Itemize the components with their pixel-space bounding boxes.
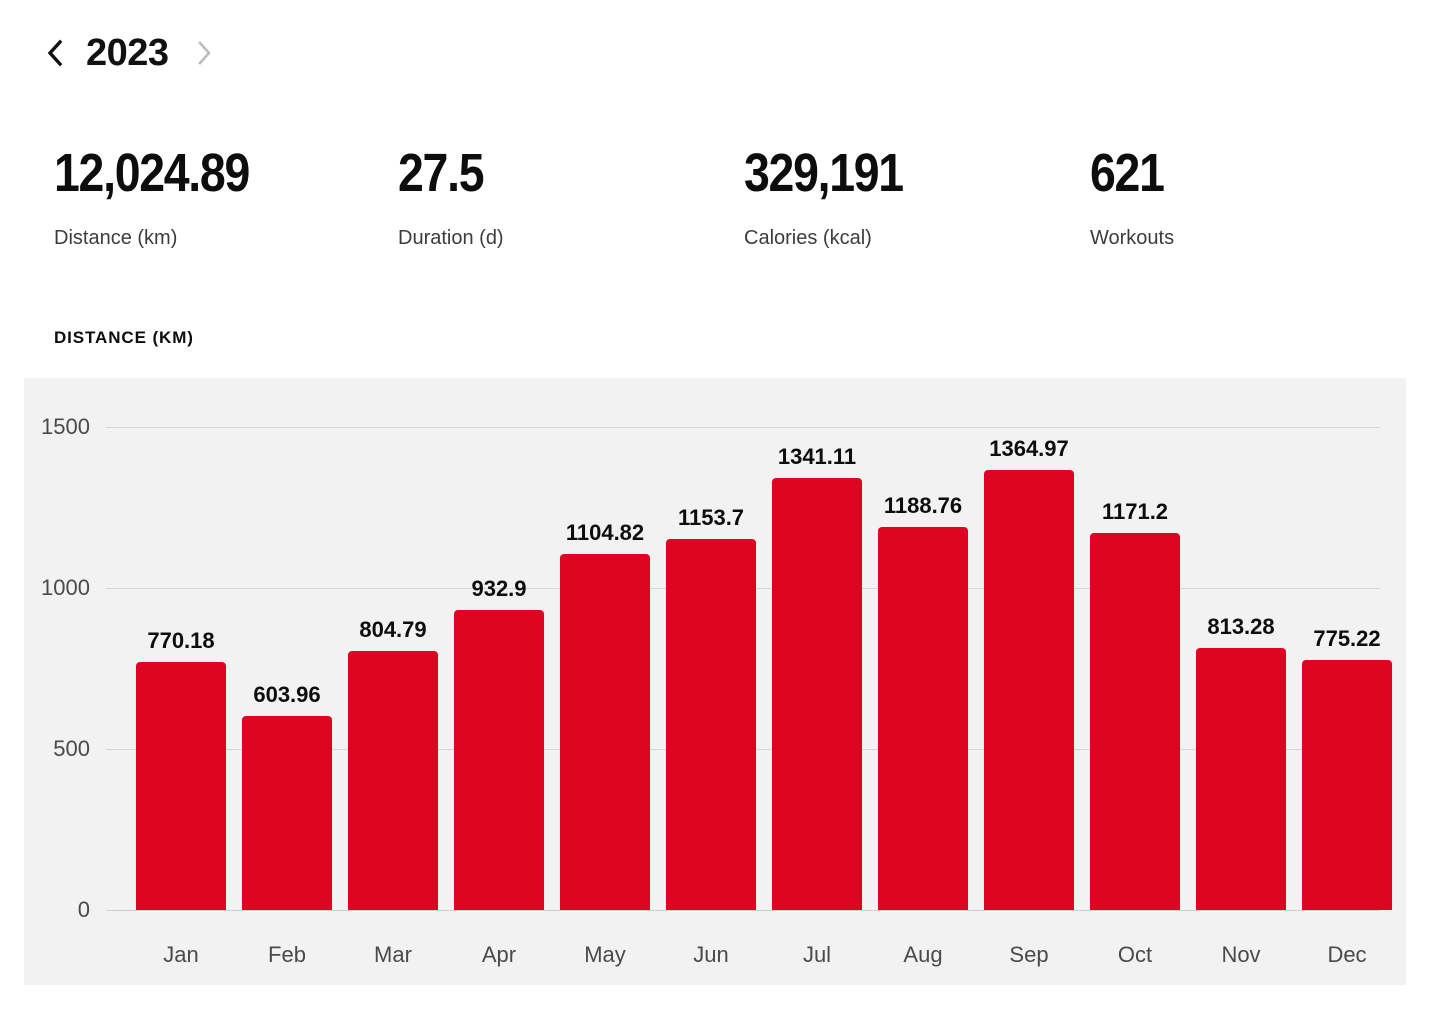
bar-group-dec[interactable]: 775.22 Dec (1302, 628, 1392, 966)
chart-heading: DISTANCE (KM) (54, 328, 194, 347)
bar-value-dec: 775.22 (1313, 626, 1381, 652)
gridline-0 (106, 910, 1380, 911)
y-axis-tick-1000: 1000 (41, 575, 90, 600)
distance-bar-chart-panel: 0 500 1000 1500 770.18 Jan 603.96 Feb 804.79 Mar… (24, 378, 1406, 985)
bar-group-mar[interactable]: 804.79 Mar (348, 618, 438, 966)
bar-nov[interactable] (1196, 648, 1286, 910)
x-axis-label-aug: Aug (903, 942, 943, 967)
x-axis-label-nov: Nov (1221, 942, 1261, 967)
bar-value-mar: 804.79 (359, 616, 427, 642)
bar-group-sep[interactable]: 1364.97 Sep (984, 438, 1074, 966)
bar-group-jul[interactable]: 1341.11 Jul (772, 446, 862, 966)
bar-group-aug[interactable]: 1188.76 Aug (878, 495, 968, 966)
x-axis-label-jun: Jun (693, 942, 729, 967)
stat-workouts-value: 621 (1090, 143, 1165, 203)
bar-group-feb[interactable]: 603.96 Feb (242, 683, 332, 966)
bar-feb[interactable] (242, 715, 332, 910)
stat-calories: 329,191 Calories (kcal) (744, 146, 929, 248)
bar-jun[interactable] (666, 538, 756, 910)
x-axis-label-oct: Oct (1117, 942, 1153, 967)
x-axis-label-sep: Sep (1009, 942, 1049, 967)
x-axis-label-jan: Jan (163, 942, 199, 967)
stat-duration-value: 27.5 (398, 143, 485, 203)
bar-value-aug: 1188.76 (883, 493, 963, 519)
stat-calories-label: Calories (kcal) (744, 227, 872, 249)
bar-aug[interactable] (878, 527, 968, 910)
year-label: 2023 (86, 32, 169, 74)
x-axis-label-apr: Apr (481, 942, 517, 967)
stat-duration: 27.5 Duration (d) (398, 146, 504, 248)
stat-duration-label: Duration (d) (398, 227, 504, 249)
bar-value-may: 1104.82 (565, 520, 645, 546)
stat-workouts: 621 Workouts (1090, 146, 1176, 248)
bar-value-oct: 1171.2 (1101, 498, 1169, 524)
chart-bars: 770.18 Jan 603.96 Feb 804.79 Mar 932.9 Apr 1104.… (112, 378, 1392, 985)
x-axis-label-dec: Dec (1327, 942, 1367, 967)
year-navigation: 2023 (34, 24, 225, 82)
y-axis-tick-500: 500 (53, 736, 90, 761)
summary-stats: 12,024.89 Distance (km) 27.5 Duration (d… (0, 146, 1446, 266)
bar-oct[interactable] (1090, 532, 1180, 910)
bar-group-nov[interactable]: 813.28 Nov (1196, 616, 1286, 966)
bar-value-jan: 770.18 (147, 628, 215, 654)
bar-value-jun: 1153.7 (677, 504, 745, 530)
y-axis-tick-1500: 1500 (41, 414, 90, 439)
x-axis-label-jul: Jul (802, 942, 832, 967)
bar-dec[interactable] (1302, 660, 1392, 910)
bar-may[interactable] (560, 554, 650, 910)
bar-value-jul: 1341.11 (777, 444, 857, 470)
chart-plot-area: 0 500 1000 1500 770.18 Jan 603.96 Feb 804.79 Mar… (24, 378, 1406, 985)
bar-group-jan[interactable]: 770.18 Jan (136, 630, 226, 966)
stat-distance: 12,024.89 Distance (km) (54, 146, 281, 248)
bar-group-apr[interactable]: 932.9 Apr (454, 577, 544, 966)
gridline-1500 (106, 427, 1380, 428)
bar-sep[interactable] (984, 470, 1074, 910)
x-axis-label-may: May (584, 942, 626, 967)
bar-value-apr: 932.9 (471, 575, 527, 601)
chevron-right-icon (195, 39, 213, 67)
bar-group-may[interactable]: 1104.82 May (560, 522, 650, 966)
x-axis-label-mar: Mar (374, 942, 412, 967)
stat-distance-label: Distance (km) (54, 227, 178, 249)
bar-jan[interactable] (136, 662, 226, 910)
y-axis-tick-0: 0 (77, 897, 90, 922)
chevron-left-icon (45, 38, 65, 68)
bar-mar[interactable] (348, 650, 438, 910)
bar-value-feb: 603.96 (253, 681, 321, 707)
bar-value-sep: 1364.97 (989, 436, 1069, 462)
stat-calories-value: 329,191 (744, 143, 904, 203)
stat-workouts-label: Workouts (1090, 227, 1175, 249)
stat-distance-value: 12,024.89 (54, 143, 250, 203)
bar-jul[interactable] (772, 478, 862, 910)
previous-year-button[interactable] (34, 24, 76, 82)
bar-group-oct[interactable]: 1171.2 Oct (1090, 500, 1180, 966)
bar-value-nov: 813.28 (1207, 614, 1275, 640)
bar-group-jun[interactable]: 1153.7 Jun (666, 506, 756, 966)
x-axis-label-feb: Feb (268, 942, 306, 967)
bar-apr[interactable] (454, 609, 544, 910)
next-year-button[interactable] (183, 24, 225, 82)
